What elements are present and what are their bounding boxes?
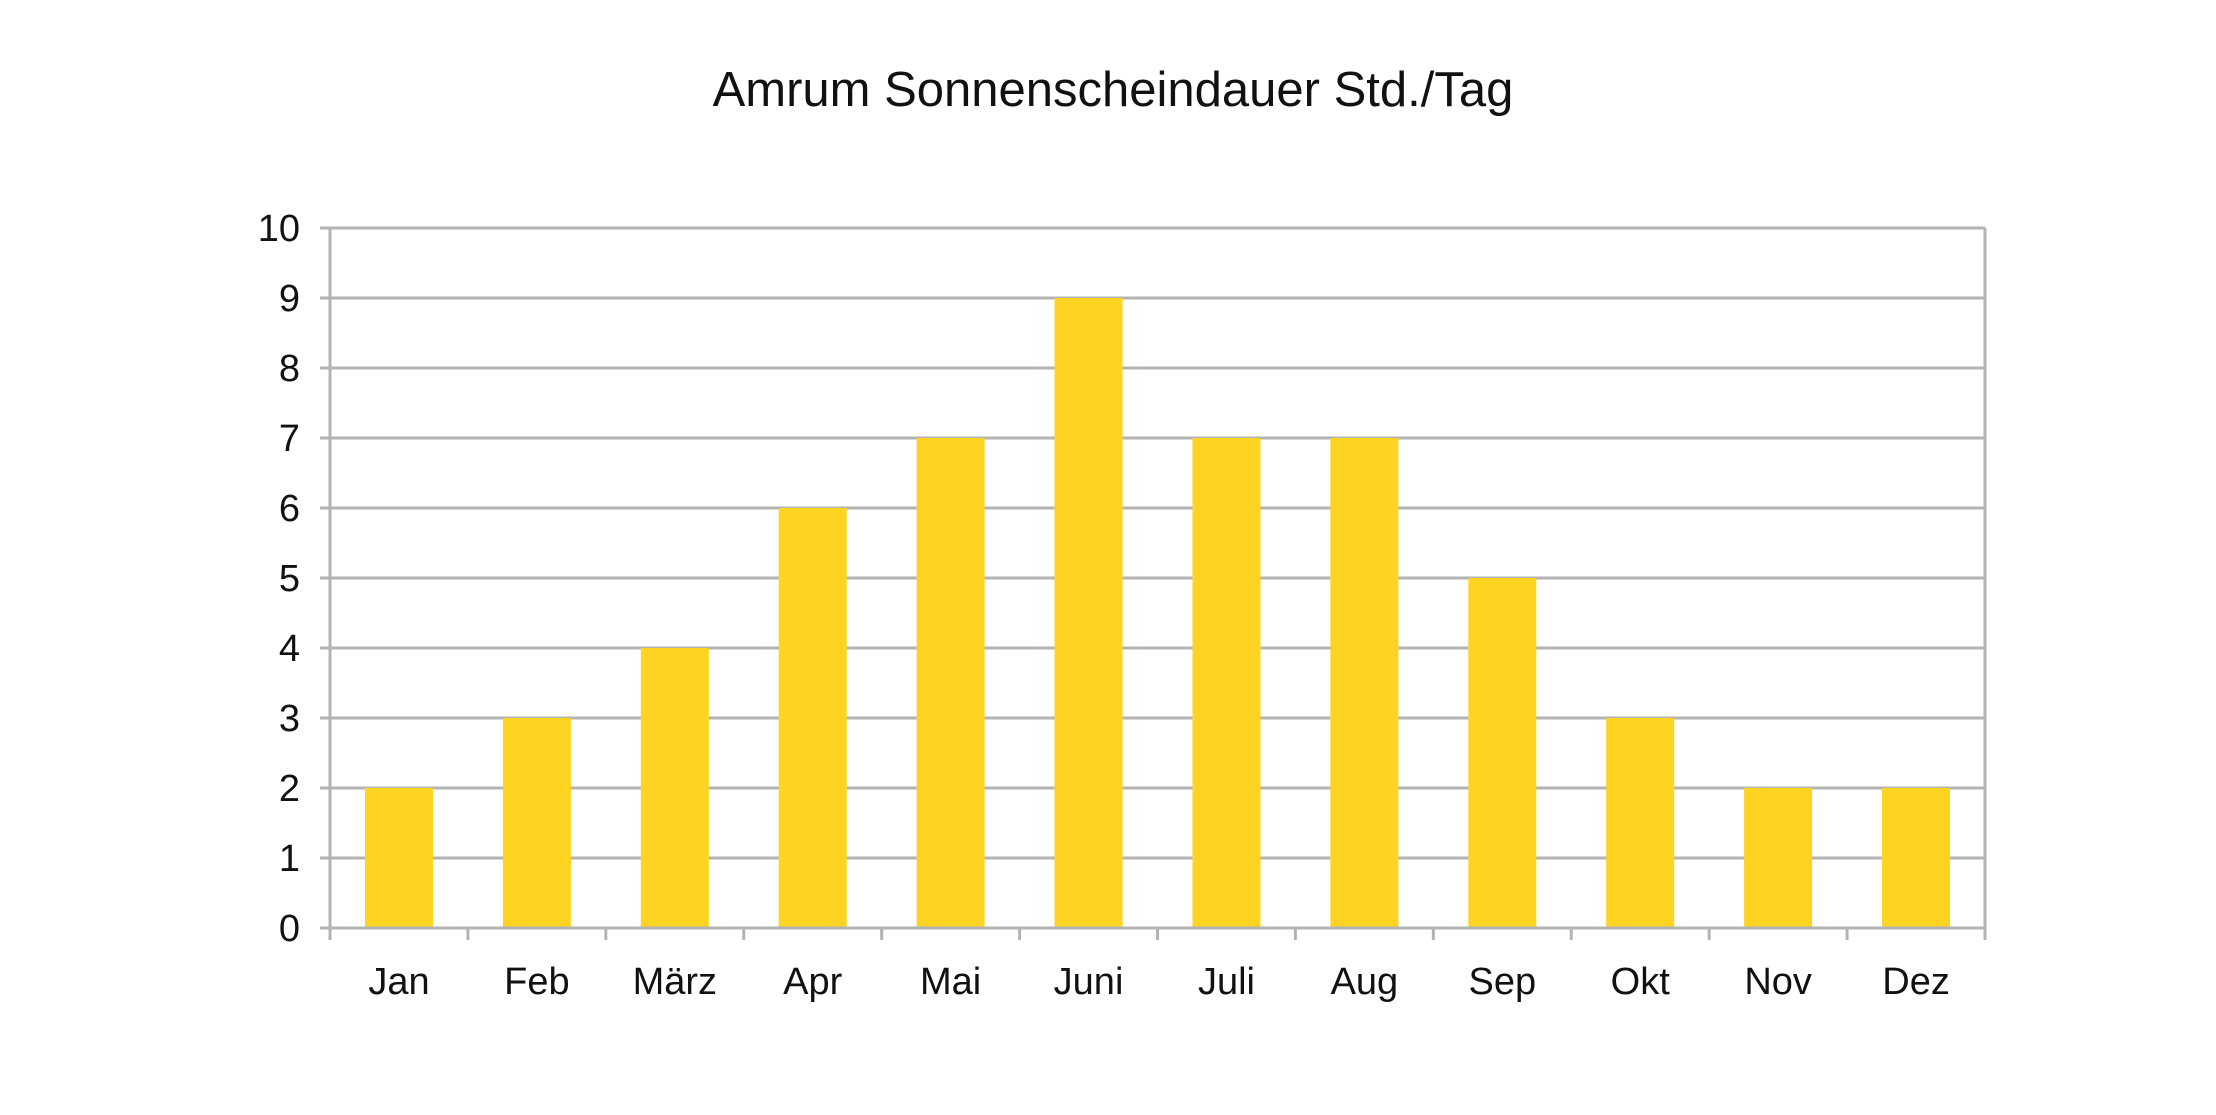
bar-märz bbox=[640, 648, 709, 928]
bar-okt bbox=[1606, 718, 1675, 928]
y-tick-label: 0 bbox=[279, 908, 300, 950]
bar-dez bbox=[1882, 788, 1951, 928]
y-tick-label: 3 bbox=[279, 698, 300, 740]
bar-feb bbox=[502, 718, 571, 928]
x-tick-label: Jan bbox=[368, 961, 429, 1003]
x-tick-label: Nov bbox=[1744, 961, 1812, 1003]
bar-sep bbox=[1468, 578, 1537, 928]
y-tick-label: 4 bbox=[279, 628, 300, 670]
x-tick-label: Okt bbox=[1611, 961, 1671, 1003]
chart-title: Amrum Sonnenscheindauer Std./Tag bbox=[713, 63, 1514, 117]
y-tick-label: 2 bbox=[279, 768, 300, 810]
x-tick-label: Aug bbox=[1331, 961, 1399, 1003]
y-tick-label: 7 bbox=[279, 418, 300, 460]
axes bbox=[328, 228, 1987, 940]
x-tick-label: Juni bbox=[1054, 961, 1124, 1003]
bar-nov bbox=[1744, 788, 1813, 928]
x-tick-labels: Jan Feb März Apr Mai Juni Juli Aug Sep Okt Nov Dez bbox=[368, 961, 1950, 1003]
y-tick-label: 5 bbox=[279, 558, 300, 600]
y-tick-labels: 0 1 2 3 4 5 6 7 8 9 10 bbox=[258, 208, 300, 950]
y-tick-label: 9 bbox=[279, 278, 300, 320]
bar-aug bbox=[1330, 438, 1399, 928]
bar-mai bbox=[916, 438, 985, 928]
gridlines bbox=[320, 226, 1985, 930]
bar-juli bbox=[1192, 438, 1261, 928]
bar-jan bbox=[364, 788, 433, 928]
y-tick-label: 1 bbox=[279, 838, 300, 880]
y-tick-label: 10 bbox=[258, 208, 300, 250]
y-tick-label: 6 bbox=[279, 488, 300, 530]
bars bbox=[364, 298, 1951, 928]
x-tick-label: Sep bbox=[1468, 961, 1536, 1003]
bar-apr bbox=[778, 508, 847, 928]
x-tick-label: Feb bbox=[504, 961, 569, 1003]
bar-juni bbox=[1054, 298, 1123, 928]
x-tick-label: Apr bbox=[783, 961, 842, 1003]
x-tick-label: Dez bbox=[1882, 961, 1950, 1003]
x-tick-label: März bbox=[633, 961, 717, 1003]
x-tick-label: Mai bbox=[920, 961, 981, 1003]
y-tick-label: 8 bbox=[279, 348, 300, 390]
x-tick-label: Juli bbox=[1198, 961, 1255, 1003]
